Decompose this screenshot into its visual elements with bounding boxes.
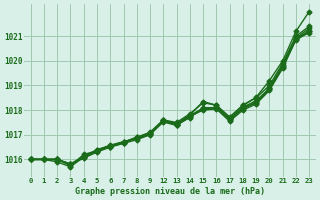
X-axis label: Graphe pression niveau de la mer (hPa): Graphe pression niveau de la mer (hPa) <box>75 187 265 196</box>
